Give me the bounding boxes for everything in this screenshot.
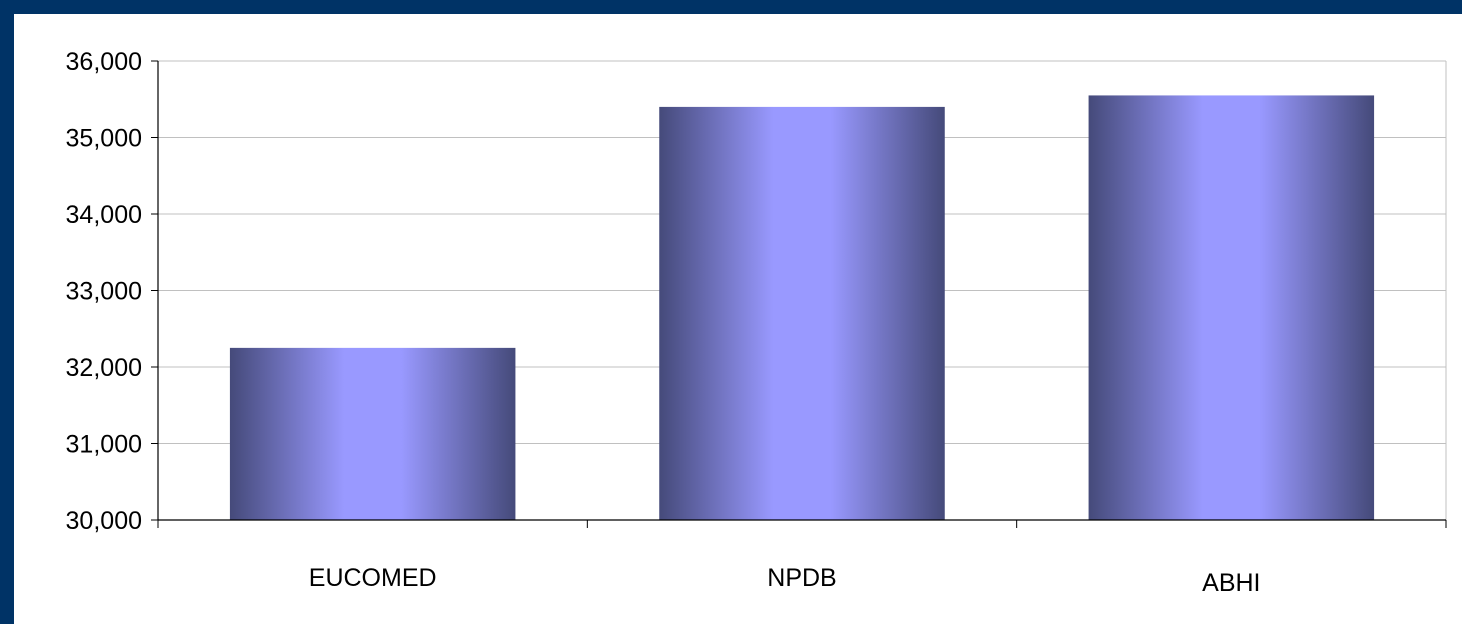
axes [151, 60, 1447, 528]
y-tick-label: 34,000 [66, 201, 142, 229]
y-tick-label: 33,000 [66, 278, 142, 306]
bar-abhi [1088, 95, 1375, 521]
y-tick-label: 32,000 [66, 354, 142, 382]
bar-chart: 30,000 31,000 32,000 33,000 34,000 35,000 36,0… [66, 48, 1447, 597]
x-category-label: ABHI [1202, 569, 1260, 597]
bars [229, 95, 1375, 521]
bar-eucomed [229, 347, 516, 520]
y-tick-label: 30,000 [66, 507, 142, 535]
y-tick-label: 36,000 [66, 48, 142, 76]
chart-panel: 30,000 31,000 32,000 33,000 34,000 35,000 36,0… [14, 14, 1462, 624]
x-category-label: NPDB [767, 564, 836, 592]
y-tick-label: 31,000 [66, 431, 142, 459]
bar-npdb [659, 106, 945, 521]
tick-labels: 30,000 31,000 32,000 33,000 34,000 35,000 36,0… [66, 48, 1261, 597]
x-category-label: EUCOMED [309, 564, 437, 592]
y-tick-label: 35,000 [66, 125, 142, 153]
